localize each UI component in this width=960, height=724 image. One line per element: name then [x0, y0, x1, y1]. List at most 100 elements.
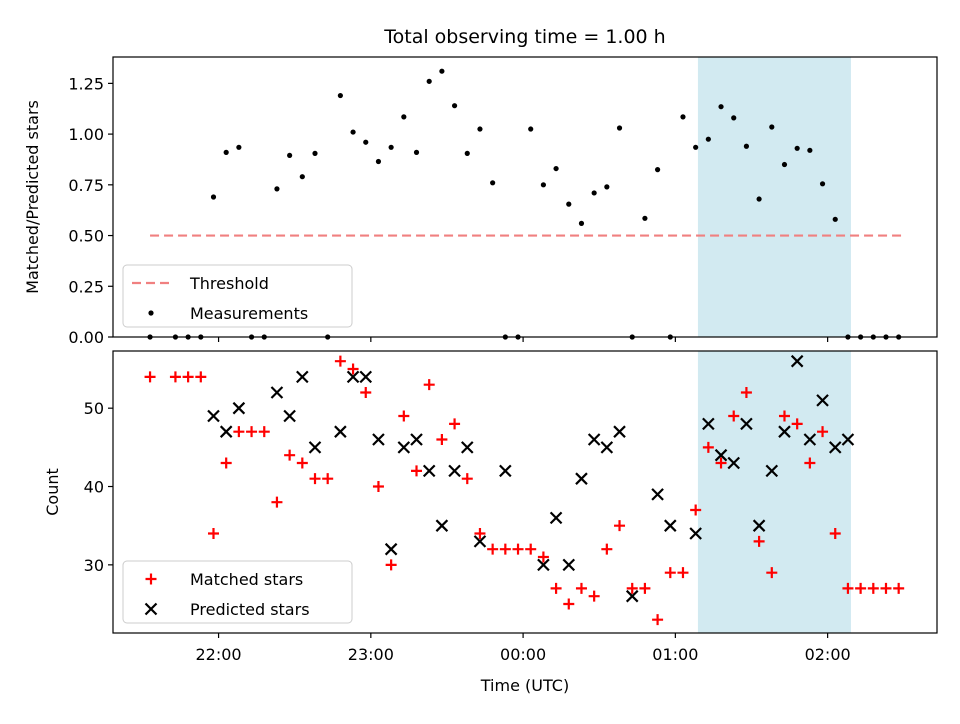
predicted-star-point: [664, 519, 677, 532]
matched-star-point: [372, 481, 384, 493]
chart-title: Total observing time = 1.00 h: [383, 26, 665, 48]
highlight-span: [697, 57, 851, 337]
measurement-point: [223, 149, 229, 155]
measurement-point: [401, 114, 407, 120]
matched-star-point: [804, 457, 816, 469]
measurement-point: [210, 194, 217, 200]
predicted-star-point: [422, 464, 436, 478]
matched-star-point: [195, 371, 207, 383]
measurement-point: [464, 150, 470, 156]
matched-star-point: [855, 582, 867, 594]
matched-star-point: [791, 418, 803, 430]
matched-star-point: [575, 582, 587, 594]
ratio-panel: 0.00 0.25 0.50 0.75 1.00 1.25 Matched/Predicte…: [23, 56, 938, 347]
matched-star-point: [246, 426, 258, 438]
measurement-point: [375, 158, 382, 165]
predicted-star-point: [537, 558, 550, 572]
matched-star-point: [385, 559, 397, 571]
matched-star-point: [677, 567, 689, 579]
measurement-point: [490, 180, 496, 186]
legend-label: Measurements: [190, 304, 308, 323]
measurement-point: [807, 147, 813, 153]
predicted-star-point: [296, 370, 309, 384]
matched-star-point: [360, 387, 372, 399]
y-axis-label: Count: [43, 468, 62, 516]
matched-star-point: [258, 426, 270, 438]
matched-star-point: [880, 582, 892, 594]
predicted-star-point: [689, 527, 702, 540]
x-axis-label: Time (UTC): [480, 676, 569, 695]
matched-star-point: [537, 551, 549, 563]
measurement-point: [236, 144, 242, 150]
matched-star-point: [284, 449, 296, 461]
y-tick-label: 0.00: [68, 328, 104, 347]
predicted-star-point: [587, 433, 601, 446]
matched-star-point: [169, 371, 181, 383]
predicted-star-point: [346, 370, 360, 384]
matched-star-point: [766, 567, 778, 579]
legend-label: Threshold: [189, 274, 269, 293]
y-tick-label: 1.00: [68, 125, 104, 144]
predicted-star-point: [828, 441, 842, 454]
predicted-star-point: [270, 386, 284, 399]
measurement-point: [743, 143, 750, 149]
measurement-point: [591, 190, 597, 196]
matched-star-point: [423, 379, 435, 391]
matched-star-point: [411, 465, 423, 477]
predicted-star-point: [460, 441, 474, 454]
measurement-point: [426, 78, 432, 84]
predicted-star-point: [232, 401, 246, 415]
predicted-star-point: [752, 519, 766, 532]
matched-star-point: [817, 426, 829, 438]
matched-star-point: [296, 457, 308, 469]
matched-star-point: [715, 457, 727, 469]
matched-star-point: [144, 371, 156, 383]
matched-star-point: [347, 363, 359, 375]
predicted-star-point: [841, 433, 855, 446]
measurement-point: [680, 114, 686, 120]
measurement-point: [705, 136, 711, 142]
matched-star-point: [207, 528, 219, 540]
measurement-point: [781, 161, 788, 168]
measurement-point: [693, 144, 699, 150]
matched-star-point: [398, 410, 410, 422]
matched-star-point: [334, 355, 346, 367]
measurement-point: [756, 196, 762, 202]
matched-star-point: [563, 598, 575, 610]
predicted-star-point: [499, 464, 512, 478]
measurement-point: [731, 115, 737, 121]
y-tick-label: 1.25: [68, 74, 104, 93]
matched-star-point: [461, 473, 473, 485]
matched-star-point: [842, 582, 854, 594]
measurement-point: [451, 103, 458, 109]
predicted-star-point: [600, 441, 614, 454]
axes-frame: [112, 350, 938, 634]
measurement-point: [274, 186, 280, 192]
x-tick-label: 02:00: [805, 645, 851, 664]
measurement-point: [553, 165, 559, 172]
predicted-star-point: [714, 448, 728, 462]
predicted-star-point: [207, 409, 220, 423]
predicted-star-point: [816, 394, 829, 407]
y-tick-label: 0.25: [68, 277, 104, 296]
predicted-star-point: [778, 425, 791, 438]
measurement-point: [312, 150, 318, 156]
predicted-star-point: [410, 433, 423, 446]
measurement-point: [578, 220, 585, 226]
measurement-point: [528, 126, 534, 132]
measurement-point: [540, 182, 546, 188]
predicted-star-point: [803, 433, 817, 446]
legend-matched-swatch: [145, 573, 157, 585]
matched-star-point: [220, 457, 232, 469]
predicted-star-point: [397, 441, 411, 454]
predicted-star-point: [702, 417, 715, 431]
predicted-star-point: [359, 370, 373, 384]
matched-star-point: [614, 520, 626, 532]
y-tick-label: 30: [84, 556, 104, 575]
matched-star-point: [436, 434, 448, 446]
predicted-star-point: [613, 425, 626, 438]
measurement-point: [819, 181, 826, 187]
matched-star-point: [322, 473, 334, 485]
measurement-point: [718, 104, 724, 110]
predicted-star-point: [283, 409, 296, 423]
